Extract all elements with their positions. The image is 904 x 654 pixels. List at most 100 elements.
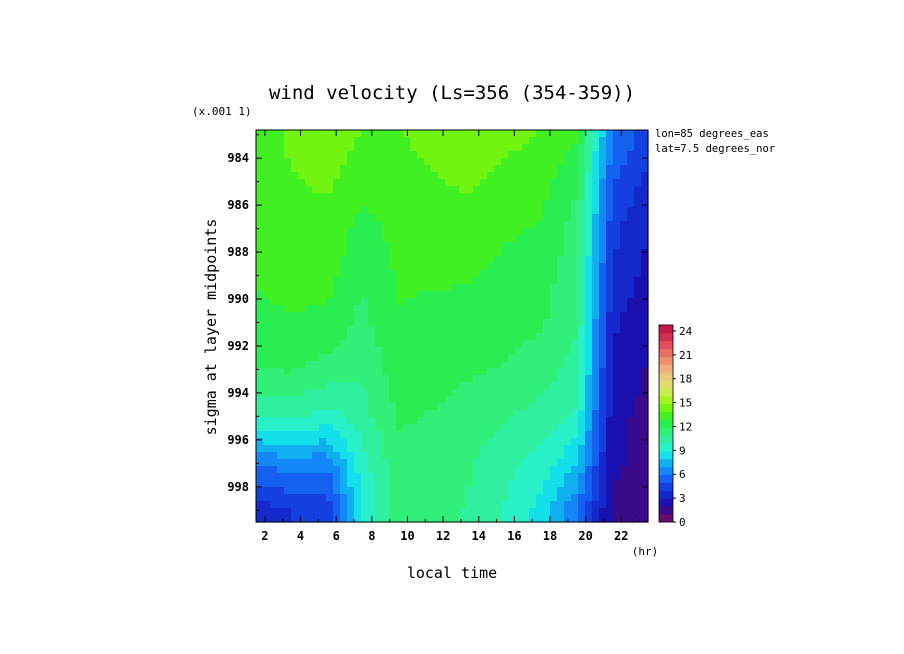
contour-cell — [417, 508, 425, 516]
contour-cell — [515, 452, 523, 460]
contour-cell — [494, 452, 502, 460]
contour-cell — [487, 326, 495, 334]
contour-cell — [305, 214, 313, 222]
contour-cell — [508, 431, 516, 439]
contour-cell — [543, 270, 551, 278]
contour-cell — [256, 305, 264, 313]
contour-cell — [333, 277, 341, 285]
contour-cell — [578, 277, 586, 285]
contour-cell — [557, 235, 565, 243]
contour-cell — [459, 396, 467, 404]
contour-cell — [305, 291, 313, 299]
contour-cell — [368, 438, 376, 446]
contour-cell — [557, 172, 565, 180]
contour-cell — [284, 368, 292, 376]
contour-cell — [298, 396, 306, 404]
contour-cell — [389, 284, 397, 292]
contour-cell — [389, 319, 397, 327]
contour-cell — [578, 501, 586, 509]
contour-cell — [424, 165, 432, 173]
contour-cell — [536, 193, 544, 201]
contour-cell — [641, 263, 649, 271]
contour-cell — [424, 494, 432, 502]
contour-cell — [403, 326, 411, 334]
contour-cell — [515, 284, 523, 292]
contour-cell — [417, 200, 425, 208]
contour-cell — [522, 326, 530, 334]
contour-cell — [494, 515, 502, 523]
contour-cell — [501, 179, 509, 187]
contour-cell — [298, 165, 306, 173]
contour-cell — [263, 277, 271, 285]
contour-cell — [459, 200, 467, 208]
contour-cell — [326, 158, 334, 166]
contour-cell — [494, 312, 502, 320]
contour-cell — [543, 235, 551, 243]
contour-cell — [606, 445, 614, 453]
contour-cell — [263, 284, 271, 292]
contour-cell — [417, 326, 425, 334]
contour-cell — [501, 417, 509, 425]
contour-cell — [445, 172, 453, 180]
contour-cell — [396, 172, 404, 180]
contour-cell — [564, 277, 572, 285]
contour-cell — [564, 249, 572, 257]
contour-cell — [277, 137, 285, 145]
contour-cell — [613, 298, 621, 306]
contour-cell — [536, 137, 544, 145]
contour-cell — [256, 312, 264, 320]
contour-cell — [410, 298, 418, 306]
contour-cell — [613, 368, 621, 376]
contour-cell — [592, 403, 600, 411]
contour-cell — [466, 235, 474, 243]
contour-cell — [487, 298, 495, 306]
contour-cell — [557, 151, 565, 159]
contour-cell — [375, 284, 383, 292]
contour-cell — [501, 396, 509, 404]
contour-cell — [473, 319, 481, 327]
contour-cell — [347, 298, 355, 306]
contour-cell — [522, 270, 530, 278]
contour-cell — [375, 333, 383, 341]
contour-cell — [445, 144, 453, 152]
contour-cell — [417, 151, 425, 159]
contour-cell — [431, 508, 439, 516]
contour-cell — [270, 207, 278, 215]
contour-cell — [578, 144, 586, 152]
contour-cell — [326, 214, 334, 222]
contour-cell — [641, 319, 649, 327]
contour-cell — [326, 298, 334, 306]
contour-cell — [410, 235, 418, 243]
contour-cell — [494, 172, 502, 180]
contour-cell — [298, 375, 306, 383]
contour-cell — [333, 361, 341, 369]
contour-cell — [396, 515, 404, 523]
contour-cell — [592, 270, 600, 278]
contour-cell — [536, 242, 544, 250]
contour-cell — [634, 144, 642, 152]
contour-cell — [487, 235, 495, 243]
contour-cell — [529, 333, 537, 341]
contour-cell — [529, 298, 537, 306]
contour-cell — [473, 137, 481, 145]
contour-cell — [564, 389, 572, 397]
contour-cell — [501, 165, 509, 173]
contour-cell — [410, 214, 418, 222]
contour-cell — [403, 340, 411, 348]
contour-cell — [354, 235, 362, 243]
contour-cell — [634, 179, 642, 187]
contour-cell — [452, 228, 460, 236]
contour-cell — [494, 382, 502, 390]
contour-cell — [277, 354, 285, 362]
contour-cell — [529, 361, 537, 369]
contour-cell — [606, 340, 614, 348]
contour-cell — [396, 207, 404, 215]
x-tick-label: 22 — [614, 529, 628, 543]
contour-cell — [396, 235, 404, 243]
contour-cell — [613, 319, 621, 327]
contour-cell — [592, 144, 600, 152]
contour-cell — [445, 186, 453, 194]
contour-cell — [466, 340, 474, 348]
contour-cell — [487, 473, 495, 481]
contour-cell — [452, 319, 460, 327]
